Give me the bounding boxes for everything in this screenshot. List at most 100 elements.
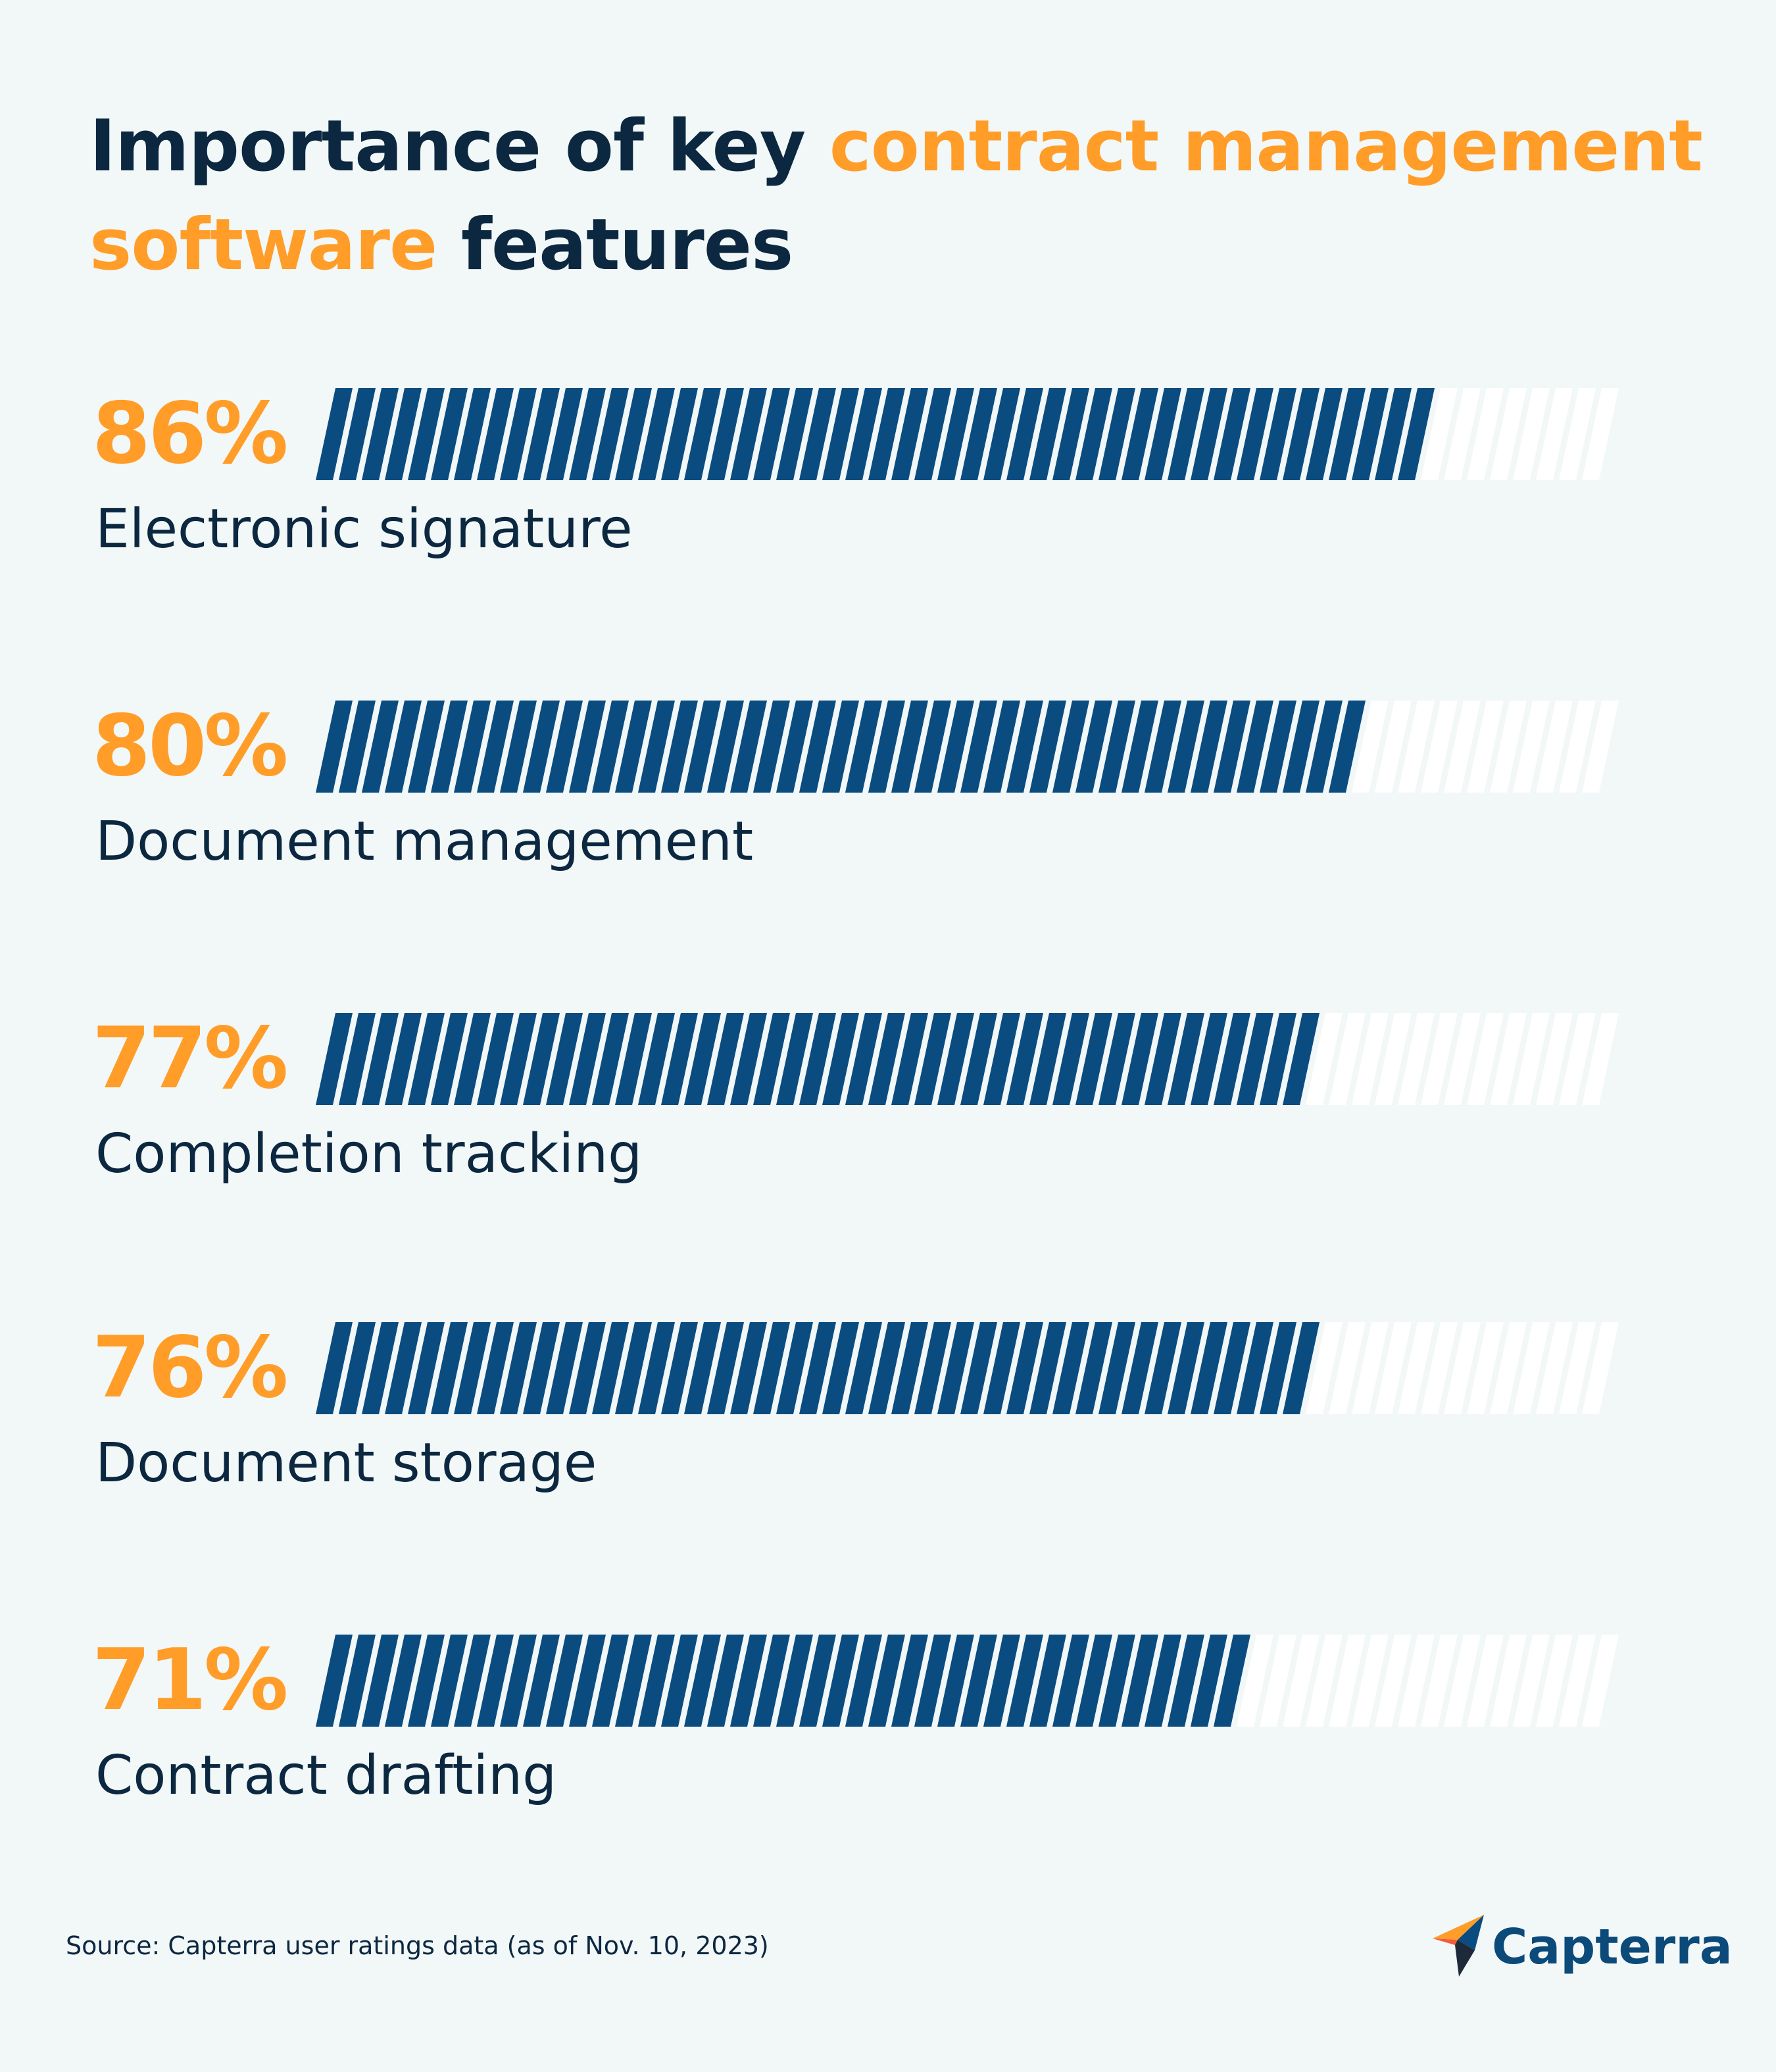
bar-segment-filled xyxy=(454,1013,491,1105)
bar-segment-filled xyxy=(1145,701,1181,793)
bar-segment-filled xyxy=(1145,1322,1181,1414)
bar-segment-filled xyxy=(914,1013,951,1105)
bar-segment-filled xyxy=(362,701,399,793)
bar-segment-filled xyxy=(1122,1013,1158,1105)
bar-segment-filled xyxy=(592,701,629,793)
bar-segment-filled xyxy=(684,1013,721,1105)
bar-segment-filled xyxy=(339,1635,376,1727)
bar-segment-filled xyxy=(1075,388,1112,480)
chart-title: Importance of key contract management so… xyxy=(89,97,1708,295)
bar-segment-filled xyxy=(707,388,744,480)
bar-segment-empty xyxy=(1513,1013,1550,1105)
bar-segment-filled xyxy=(868,1322,905,1414)
bar-segment-filled xyxy=(845,1013,882,1105)
bar-segment-filled xyxy=(523,388,560,480)
bar-segment-filled xyxy=(845,1322,882,1414)
bar-segment-empty xyxy=(1536,388,1573,480)
bar-segment-filled xyxy=(385,1635,422,1727)
bar xyxy=(316,1013,1619,1105)
bar-segment-filled xyxy=(385,1322,422,1414)
bar-segment-filled xyxy=(1006,1322,1043,1414)
bar-segment-empty xyxy=(1398,1013,1435,1105)
bar-row: 71% Contract drafting xyxy=(0,1631,1776,1829)
bar-segment-empty xyxy=(1283,1635,1320,1727)
bar-segment-filled xyxy=(339,701,376,793)
bar-segment-filled xyxy=(1260,1322,1296,1414)
title-part-1: Importance of key xyxy=(89,105,829,187)
bar-segment-filled xyxy=(408,388,445,480)
bar-segment-filled xyxy=(914,701,951,793)
bar-segment-empty xyxy=(1237,1635,1273,1727)
bar-segment-filled xyxy=(1191,1013,1227,1105)
bar-segment-filled xyxy=(1214,701,1250,793)
bar-segment-filled xyxy=(1260,388,1296,480)
bar-segment-empty xyxy=(1421,701,1458,793)
bar-segment-empty xyxy=(1536,1635,1573,1727)
bar-segment-filled xyxy=(868,1635,905,1727)
bar-segment-filled xyxy=(753,1013,790,1105)
bar-segment-filled xyxy=(1191,1322,1227,1414)
bar-segment-filled xyxy=(408,701,445,793)
bar-segment-filled xyxy=(454,701,491,793)
bar-segment-filled xyxy=(983,701,1020,793)
bar-segment-filled xyxy=(1306,701,1343,793)
bar-segment-filled xyxy=(1075,1635,1112,1727)
bar-segment-filled xyxy=(615,1635,652,1727)
bar-segment-filled xyxy=(1168,1635,1204,1727)
source-note: Source: Capterra user ratings data (as o… xyxy=(66,1931,769,1960)
bar-segment-filled xyxy=(638,388,675,480)
bar-segment-filled xyxy=(1260,1013,1296,1105)
bar-segment-filled xyxy=(1283,701,1320,793)
bar-segment-filled xyxy=(385,701,422,793)
bar-segment-filled xyxy=(1283,1013,1320,1105)
bar-segment-filled xyxy=(684,388,721,480)
bar-category-label: Document management xyxy=(95,810,754,873)
bar-segment-empty xyxy=(1375,1635,1412,1727)
bar-segment-filled xyxy=(1122,1322,1158,1414)
bar-segment-empty xyxy=(1444,1322,1481,1414)
bar xyxy=(316,388,1619,480)
bar-segment-filled xyxy=(385,1013,422,1105)
bar-segment-filled xyxy=(546,701,583,793)
bar-segment-filled xyxy=(776,701,813,793)
bar-segment-filled xyxy=(1237,1322,1273,1414)
bar-segment-filled xyxy=(1122,1635,1158,1727)
bar-segment-filled xyxy=(408,1635,445,1727)
bar-segment-empty xyxy=(1536,701,1573,793)
bar-segment-filled xyxy=(477,1322,514,1414)
bar-segment-filled xyxy=(1191,701,1227,793)
bar-row: 86% Electronic signature xyxy=(0,385,1776,582)
bar-value-label: 80% xyxy=(92,697,288,795)
bar-segment-filled xyxy=(362,1635,399,1727)
bar-segment-filled xyxy=(776,388,813,480)
bar-segment-filled xyxy=(937,701,974,793)
bar-segment-empty xyxy=(1375,1322,1412,1414)
bar-segment-filled xyxy=(1214,1635,1250,1727)
bar-segment-filled xyxy=(1283,1322,1320,1414)
bar-segment-filled xyxy=(707,1635,744,1727)
bar-segment-filled xyxy=(707,1013,744,1105)
bar-segment-filled xyxy=(431,388,468,480)
bar-segment-empty xyxy=(1559,388,1596,480)
bar-segment-filled xyxy=(1006,388,1043,480)
bar-segment-filled xyxy=(684,1322,721,1414)
bar-segment-filled xyxy=(615,1322,652,1414)
bar-segment-filled xyxy=(822,1013,859,1105)
bar-segment-filled xyxy=(937,1322,974,1414)
bar-segment-filled xyxy=(845,1635,882,1727)
bar-segment-filled xyxy=(477,701,514,793)
bar-segment-filled xyxy=(845,701,882,793)
bar-category-label: Completion tracking xyxy=(95,1123,643,1185)
bar-segment-filled xyxy=(431,1635,468,1727)
bar-segment-empty xyxy=(1398,1635,1435,1727)
bar-segment-filled xyxy=(1122,701,1158,793)
bar-segment-filled xyxy=(569,701,606,793)
bar-segment-empty xyxy=(1306,1322,1343,1414)
bar-segment-filled xyxy=(868,388,905,480)
bar-segment-empty xyxy=(1490,1013,1527,1105)
bar-segment-empty xyxy=(1421,1635,1458,1727)
bar-row: 76% Document storage xyxy=(0,1319,1776,1516)
bar-segment-filled xyxy=(1329,701,1366,793)
bar-segment-empty xyxy=(1421,1322,1458,1414)
bar-segment-empty xyxy=(1513,1635,1550,1727)
